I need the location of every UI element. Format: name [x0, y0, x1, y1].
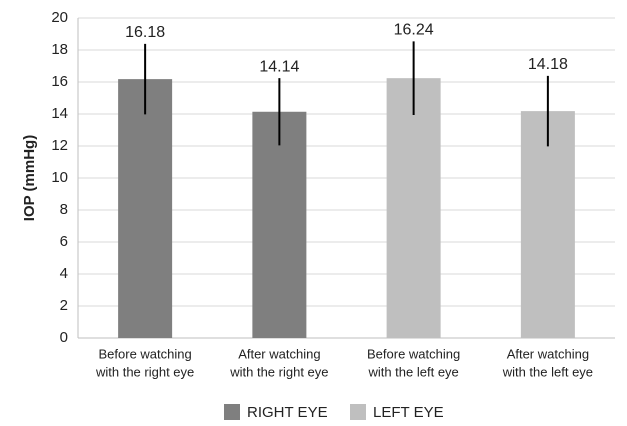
- x-tick-label: After watching: [507, 346, 589, 361]
- data-label: 16.24: [394, 22, 434, 39]
- y-tick-label: 10: [51, 169, 68, 186]
- data-label: 16.18: [125, 24, 165, 41]
- x-tick-label: Before watching: [367, 346, 460, 361]
- y-axis-title: IOP (mmHg): [21, 135, 38, 221]
- x-tick-label: with the left eye: [367, 364, 458, 379]
- bar: [118, 79, 173, 339]
- y-tick-label: 2: [60, 297, 68, 314]
- y-tick-label: 6: [60, 233, 68, 250]
- y-tick-label: 8: [60, 201, 68, 218]
- legend-swatch: [350, 404, 366, 420]
- y-tick-label: 4: [60, 265, 68, 282]
- y-tick-label: 18: [51, 41, 68, 58]
- bar: [386, 78, 441, 338]
- x-tick-label: with the right eye: [95, 364, 194, 379]
- bar: [252, 111, 307, 338]
- y-tick-label: 14: [51, 105, 68, 122]
- data-label: 14.18: [528, 56, 568, 73]
- y-tick-label: 16: [51, 73, 68, 90]
- bar: [520, 111, 575, 339]
- y-tick-label: 12: [51, 137, 68, 154]
- legend-swatch: [224, 404, 240, 420]
- y-tick-label: 20: [51, 9, 68, 26]
- y-tick-label: 0: [60, 329, 68, 346]
- x-tick-label: After watching: [238, 346, 320, 361]
- x-tick-label: with the left eye: [502, 364, 593, 379]
- legend-label: LEFT EYE: [373, 404, 444, 421]
- x-tick-label: Before watching: [99, 346, 192, 361]
- legend-label: RIGHT EYE: [247, 404, 328, 421]
- data-label: 14.14: [259, 58, 299, 75]
- x-tick-label: with the right eye: [229, 364, 328, 379]
